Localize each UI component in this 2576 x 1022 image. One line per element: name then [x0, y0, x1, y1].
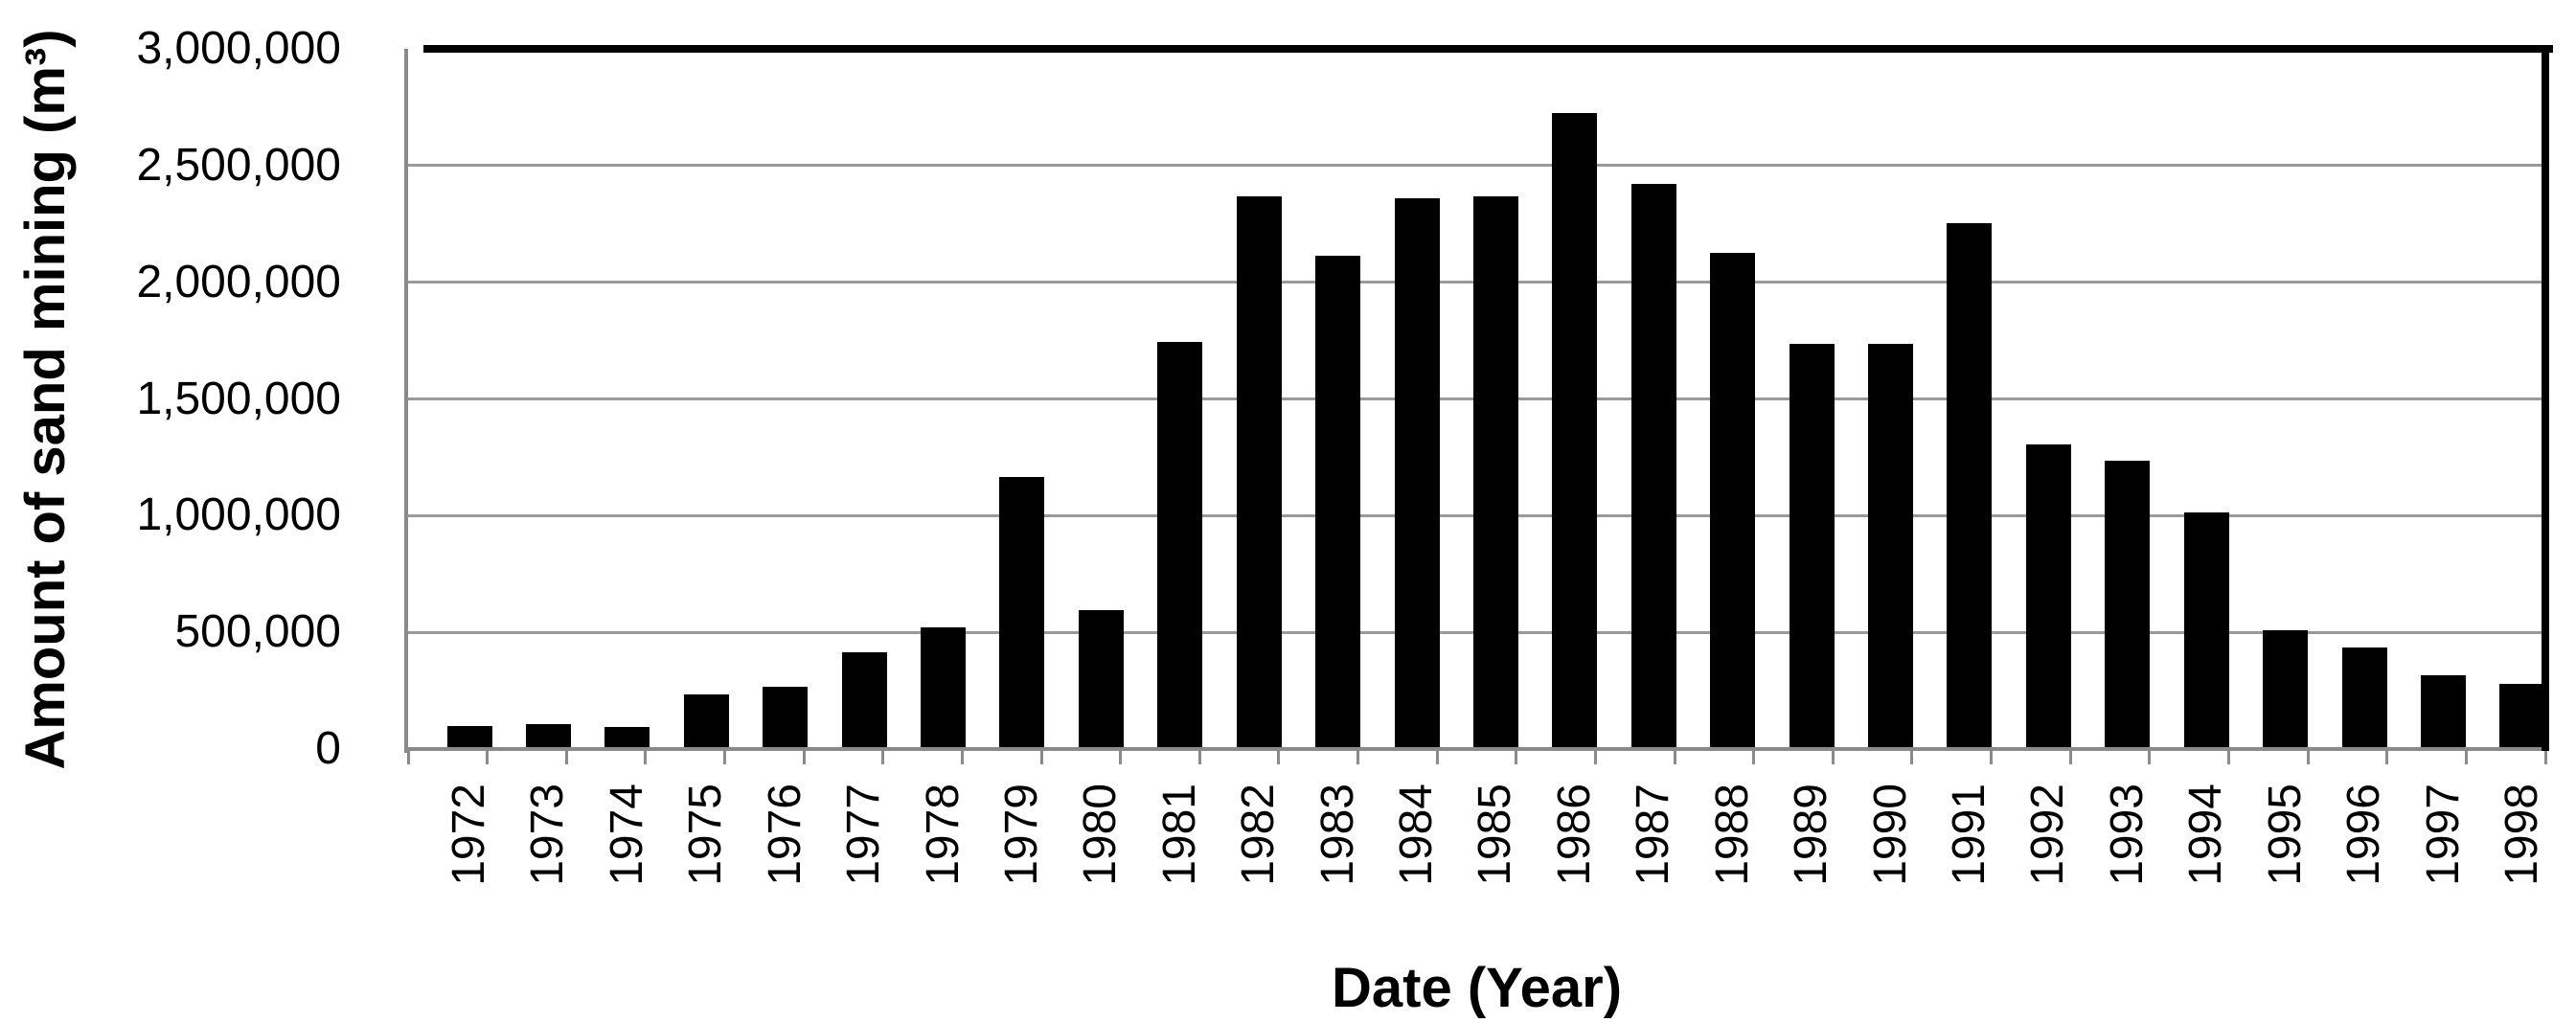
x-axis-tick — [723, 751, 727, 764]
bar-1981 — [1157, 341, 1203, 749]
x-axis-tick — [802, 751, 806, 764]
bar-1992 — [2025, 444, 2071, 749]
x-tick-label: 1989 — [1786, 784, 1837, 886]
x-axis-tick — [1910, 751, 1914, 764]
x-axis-tick — [1277, 751, 1281, 764]
x-axis-tick — [1197, 751, 1201, 764]
bar-1994 — [2183, 511, 2229, 749]
x-tick-label: 1994 — [2180, 784, 2232, 886]
bar-1993 — [2105, 461, 2151, 749]
x-tick-label: 1993 — [2101, 784, 2153, 886]
x-axis-tick — [1039, 751, 1043, 764]
bar-1973 — [525, 724, 571, 749]
x-axis-tick — [1990, 751, 1994, 764]
bar-1978 — [921, 627, 967, 749]
x-axis-tick — [2226, 751, 2230, 764]
x-tick-label: 1996 — [2338, 784, 2390, 886]
x-axis-tick — [960, 751, 964, 764]
y-tick-label: 500,000 — [174, 606, 341, 658]
x-axis-tick — [1673, 751, 1676, 764]
x-tick-label: 1978 — [917, 784, 969, 886]
bar-1997 — [2421, 675, 2466, 749]
x-axis-tick — [406, 751, 410, 764]
x-axis-tick — [2543, 751, 2547, 764]
x-tick-label: 1986 — [1548, 784, 1600, 886]
bar-1974 — [604, 726, 650, 749]
y-tick-label: 1,000,000 — [136, 489, 341, 541]
x-tick-label: 1990 — [1864, 784, 1916, 886]
bar-1985 — [1472, 195, 1518, 749]
x-tick-label: 1985 — [1470, 784, 1521, 886]
x-tick-label: 1983 — [1311, 784, 1363, 886]
x-tick-label: 1972 — [444, 784, 494, 886]
y-tick-label: 0 — [315, 723, 341, 774]
bar-1979 — [999, 477, 1045, 749]
x-axis-tick — [2068, 751, 2072, 764]
bar-1988 — [1710, 253, 1756, 749]
x-tick-label: 1973 — [522, 784, 574, 886]
x-axis-tick — [1356, 751, 1360, 764]
x-axis-tick — [881, 751, 885, 764]
bar-1987 — [1630, 184, 1676, 749]
bar-1986 — [1552, 113, 1598, 749]
bar-1975 — [683, 693, 729, 749]
x-axis-tick — [1435, 751, 1439, 764]
x-tick-label: 1991 — [1943, 784, 1995, 886]
x-tick-label: 1997 — [2417, 784, 2469, 886]
x-axis-tick — [2385, 751, 2389, 764]
x-tick-label: 1974 — [601, 784, 652, 886]
bar-1996 — [2341, 647, 2387, 749]
x-tick-label: 1995 — [2259, 784, 2311, 886]
x-tick-label: 1977 — [838, 784, 890, 886]
x-tick-label: 1980 — [1075, 784, 1127, 886]
x-tick-label: 1987 — [1628, 784, 1679, 886]
x-axis-tick — [644, 751, 648, 764]
bar-1989 — [1789, 344, 1835, 749]
x-axis-tick — [1752, 751, 1756, 764]
bar-1972 — [446, 725, 492, 749]
bar-1991 — [1947, 222, 1993, 749]
x-tick-label: 1984 — [1391, 784, 1443, 886]
bar-1990 — [1868, 344, 1914, 749]
y-tick-label: 3,000,000 — [136, 23, 341, 74]
gridline — [408, 164, 2545, 168]
plot-frame-top — [423, 45, 2553, 53]
x-tick-label: 1975 — [680, 784, 732, 886]
bar-1983 — [1315, 255, 1361, 749]
x-tick-label: 1976 — [759, 784, 810, 886]
plot-frame-right — [2542, 45, 2549, 751]
x-axis-tick — [1831, 751, 1835, 764]
x-axis-tick — [2464, 751, 2468, 764]
x-axis-line — [404, 747, 2549, 751]
x-axis-tick — [1593, 751, 1597, 764]
x-axis-title: Date (Year) — [1331, 957, 1623, 1019]
x-tick-label: 1992 — [2022, 784, 2074, 886]
bar-1995 — [2263, 629, 2309, 749]
x-tick-label: 1979 — [995, 784, 1047, 886]
y-tick-label: 1,500,000 — [136, 373, 341, 424]
y-tick-label: 2,000,000 — [136, 256, 341, 307]
bar-1998 — [2499, 683, 2545, 749]
x-tick-label: 1982 — [1233, 784, 1285, 886]
y-axis-line — [404, 49, 408, 753]
x-tick-label: 1981 — [1153, 784, 1205, 886]
x-axis-tick — [564, 751, 568, 764]
bar-1977 — [841, 651, 887, 749]
y-tick-label: 2,500,000 — [136, 139, 341, 191]
bar-1984 — [1394, 197, 1440, 749]
x-axis-tick — [486, 751, 490, 764]
bar-1982 — [1236, 195, 1282, 749]
bar-1980 — [1078, 610, 1124, 749]
x-axis-tick — [1119, 751, 1123, 764]
x-tick-label: 1998 — [2496, 784, 2547, 886]
x-axis-tick — [2148, 751, 2152, 764]
x-axis-tick — [1515, 751, 1518, 764]
bar-1976 — [763, 687, 809, 749]
x-tick-label: 1988 — [1706, 784, 1758, 886]
x-axis-tick — [2306, 751, 2310, 764]
plot-area — [408, 49, 2545, 751]
